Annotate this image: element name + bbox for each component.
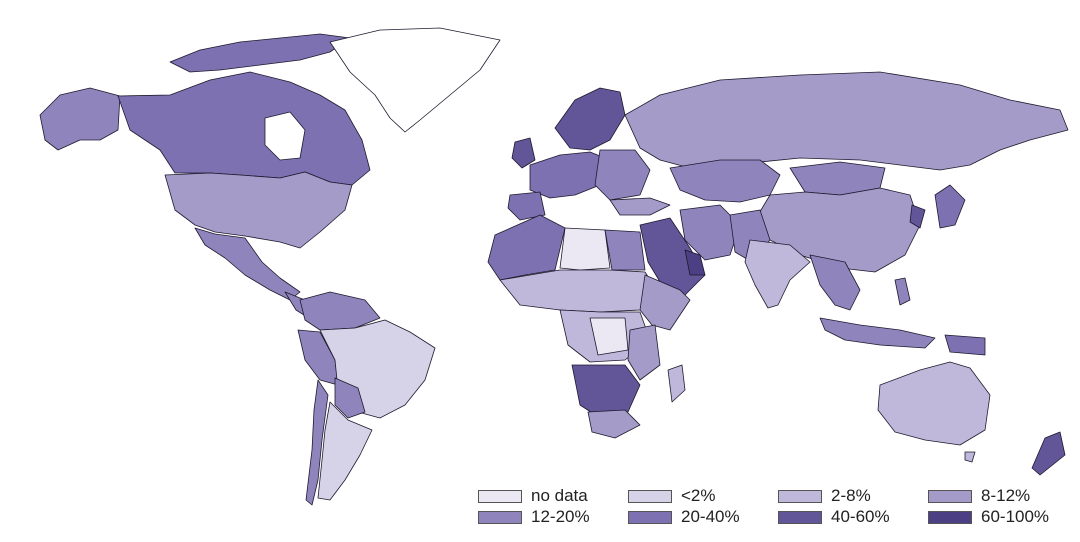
region-southern-africa[interactable]: [571, 364, 641, 419]
legend-swatch: [628, 510, 672, 524]
legend-label: 40-60%: [831, 507, 890, 526]
region-gulf-states[interactable]: [684, 249, 706, 276]
region-canada[interactable]: [117, 71, 371, 186]
region-new-zealand[interactable]: [1031, 431, 1066, 476]
legend-item-20-40: 20-40%: [628, 506, 740, 528]
legend-label: 2-8%: [831, 486, 871, 505]
legend-swatch: [628, 489, 672, 503]
region-egypt[interactable]: [604, 229, 646, 271]
region-hudson-bay: [264, 111, 306, 161]
legend-swatch: [478, 489, 522, 503]
region-south-africa[interactable]: [587, 409, 641, 439]
legend-label: <2%: [681, 486, 716, 505]
legend-swatch: [928, 510, 972, 524]
region-chile[interactable]: [305, 379, 329, 506]
region-greenland: [329, 27, 501, 133]
region-eastern-europe[interactable]: [594, 149, 651, 201]
region-colombia-venezuela[interactable]: [299, 291, 381, 331]
region-canada-arctic[interactable]: [169, 33, 351, 73]
region-korea[interactable]: [909, 204, 926, 229]
region-north-africa-west[interactable]: [487, 214, 566, 281]
legend-item-8-12: 8-12%: [928, 485, 1030, 507]
region-tasmania[interactable]: [964, 451, 976, 463]
region-bolivia-paraguay[interactable]: [334, 377, 366, 419]
region-kazakhstan[interactable]: [669, 159, 781, 203]
region-drc[interactable]: [589, 317, 629, 356]
region-russia[interactable]: [624, 71, 1069, 171]
region-alaska[interactable]: [39, 87, 121, 151]
region-turkey[interactable]: [609, 197, 671, 216]
region-iberia[interactable]: [507, 191, 546, 221]
region-indonesia[interactable]: [819, 317, 936, 349]
map-legend: no data <2% 2-8% 8-12% 12-20% 20-40% 40-…: [478, 485, 1078, 537]
legend-item-no-data: no data: [478, 485, 588, 507]
region-australia[interactable]: [877, 361, 991, 446]
region-japan[interactable]: [934, 184, 966, 229]
region-southeast-asia[interactable]: [809, 254, 861, 311]
legend-label: no data: [531, 486, 588, 505]
region-india[interactable]: [744, 239, 811, 309]
legend-swatch: [928, 489, 972, 503]
legend-item-60-100: 60-100%: [928, 506, 1049, 528]
legend-item-40-60: 40-60%: [778, 506, 890, 528]
region-sahel[interactable]: [499, 269, 661, 313]
region-east-africa[interactable]: [627, 324, 661, 381]
region-argentina[interactable]: [317, 401, 373, 501]
region-libya[interactable]: [559, 227, 611, 271]
region-new-guinea[interactable]: [944, 334, 986, 356]
region-philippines[interactable]: [894, 277, 911, 306]
legend-label: 8-12%: [981, 486, 1031, 505]
legend-swatch: [778, 489, 822, 503]
region-saudi-arabia[interactable]: [639, 217, 706, 296]
legend-swatch: [478, 510, 522, 524]
legend-label: 12-20%: [531, 507, 590, 526]
legend-label: 60-100%: [981, 507, 1050, 526]
legend-label: 20-40%: [681, 507, 740, 526]
region-uk[interactable]: [511, 137, 536, 169]
legend-item-lt2: <2%: [628, 485, 716, 507]
region-madagascar[interactable]: [667, 364, 686, 403]
legend-item-12-20: 12-20%: [478, 506, 590, 528]
region-usa[interactable]: [164, 171, 353, 249]
region-horn-of-africa[interactable]: [639, 274, 691, 331]
legend-item-2-8: 2-8%: [778, 485, 871, 507]
region-scandinavia[interactable]: [554, 87, 626, 151]
legend-swatch: [778, 510, 822, 524]
